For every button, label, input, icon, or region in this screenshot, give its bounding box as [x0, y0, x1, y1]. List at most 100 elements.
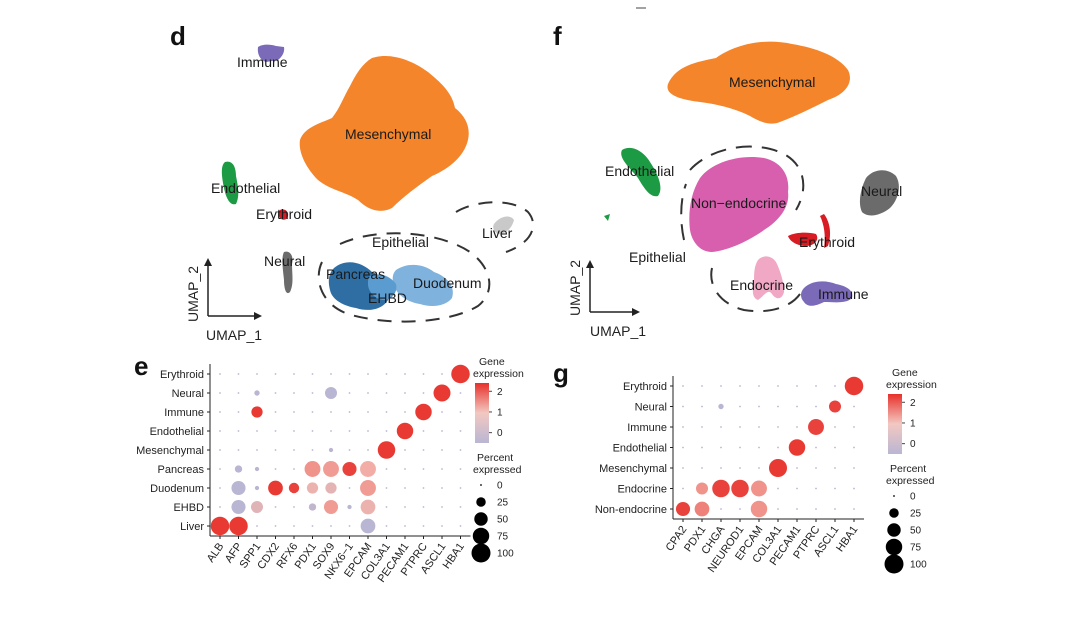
dot-mesenchymal-ptprc	[422, 449, 425, 451]
dot-endocrine-cpa2	[682, 487, 684, 490]
dot-endothelial-cdx2	[274, 430, 277, 432]
dot-mesenchymal-pdx1	[701, 467, 703, 469]
dot-pancreas-col3a1	[385, 468, 388, 470]
dot-pancreas-afp	[234, 465, 243, 473]
label-d-ehbd: EHBD	[368, 290, 407, 306]
row-label-neural: Neural	[172, 388, 204, 400]
dot-immune-ascl1	[441, 411, 443, 413]
dot-endocrine-pdx1	[695, 482, 709, 495]
dot-erythroid-spp1	[256, 373, 258, 375]
dot-endocrine-neurod1	[731, 479, 749, 498]
row-label-endocrine: Endocrine	[617, 484, 667, 496]
dot-erythroid-ascl1	[834, 385, 836, 387]
dot-liver-col3a1	[385, 525, 388, 527]
dot-immune-afp	[237, 411, 240, 413]
dot-ehbd-hba1	[459, 506, 462, 508]
dot-non-endocrine-col3a1	[777, 508, 779, 510]
dot-ehbd-pecam1	[404, 506, 406, 508]
dot-neural-pecam1	[404, 392, 406, 394]
label-d-liver: Liver	[482, 225, 513, 241]
dot-neural-epcam	[367, 392, 369, 394]
dot-immune-pdx1	[311, 411, 314, 413]
dot-pancreas-spp1	[254, 466, 260, 472]
dot-erythroid-col3a1	[777, 385, 779, 387]
label-f-erythroid: Erythroid	[799, 234, 855, 250]
umap-f-endothelial-speck	[604, 214, 610, 221]
dot-endocrine-epcam	[751, 480, 767, 497]
dot-neural-neurod1	[739, 405, 741, 408]
dot-neural-pdx1	[701, 405, 703, 408]
dot-pancreas-rfx6	[293, 468, 295, 470]
umap-f-erythroid-tail	[820, 214, 831, 248]
row-label-duodenum: Duodenum	[150, 483, 204, 495]
color-legend-bar	[888, 394, 902, 454]
dot-endocrine-col3a1	[777, 487, 779, 490]
size-legend-dot	[884, 554, 904, 574]
dot-endothelial-alb	[219, 430, 221, 432]
umap-f-endocrine-cluster	[752, 256, 784, 300]
dot-mesenchymal-pecam1	[404, 449, 406, 451]
dot-neural-alb	[219, 392, 221, 394]
dot-mesenchymal-hba1	[853, 467, 855, 469]
dot-erythroid-ascl1	[441, 373, 443, 375]
dot-pancreas-cdx2	[274, 468, 277, 470]
dot-non-endocrine-neurod1	[739, 508, 741, 510]
umap-d-endothelial-cluster	[221, 161, 239, 205]
dot-ehbd-spp1	[250, 500, 264, 514]
dotplot-g: Erythroid Neural Immune Endothelial Mesenchy…	[595, 367, 937, 575]
label-d-pancreas: Pancreas	[326, 266, 385, 282]
dot-mesenchymal-neurod1	[739, 467, 741, 469]
row-label-liver: Liver	[180, 521, 204, 533]
size-legend-dot	[889, 508, 899, 518]
label-f-epithelial: Epithelial	[629, 249, 686, 265]
dot-erythroid-afp	[237, 373, 240, 375]
dot-endothelial-cpa2	[682, 446, 684, 449]
dot-endothelial-epcam	[367, 430, 369, 432]
dot-non-endocrine-ptprc	[815, 508, 817, 510]
color-legend-bar	[475, 383, 489, 443]
dot-erythroid-pecam1	[796, 385, 798, 387]
dot-mesenchymal-chga	[720, 467, 722, 469]
size-legend-label: 75	[497, 532, 509, 543]
dot-immune-chga	[720, 426, 722, 428]
dot-immune-cpa2	[682, 426, 684, 428]
dot-erythroid-col3a1	[385, 373, 388, 375]
dot-neural-spp1	[254, 390, 260, 396]
row-label-endothelial: Endothelial	[613, 443, 667, 455]
dot-erythroid-neurod1	[739, 385, 741, 387]
dot-duodenum-cdx2	[268, 480, 283, 496]
dot-immune-pecam1	[404, 411, 406, 413]
dot-duodenum-epcam	[360, 480, 376, 496]
umap-f-ylabel: UMAP_2	[567, 260, 583, 316]
label-f-mesenchymal: Mesenchymal	[729, 74, 815, 90]
dot-pancreas-ptprc	[422, 468, 425, 470]
immune-cluster-shape	[257, 44, 285, 62]
dot-pancreas-sox9	[323, 461, 339, 477]
umap-d-erythroid-cluster	[278, 209, 289, 220]
dot-endothelial-ptprc	[815, 446, 817, 449]
dot-immune-pdx1	[701, 426, 703, 428]
dot-mesenchymal-col3a1	[768, 458, 788, 478]
umap-d-immune-cluster	[257, 44, 285, 62]
dot-pancreas-hba1	[459, 468, 462, 470]
dot-endocrine-chga	[712, 479, 730, 498]
panel-f-umap: f Mesenchymal Endothelial Non−endocrine …	[553, 7, 902, 339]
dot-liver-spp1	[256, 525, 258, 527]
umap-d-axes	[204, 258, 262, 320]
dot-duodenum-spp1	[254, 485, 260, 491]
label-d-endothelial: Endothelial	[211, 180, 280, 196]
dot-endocrine-hba1	[853, 487, 855, 490]
dot-mesenchymal-pecam1	[796, 467, 798, 469]
dot-erythroid-epcam	[758, 385, 760, 387]
color-legend-title: Gene	[892, 367, 918, 379]
label-f-endothelial: Endothelial	[605, 163, 674, 179]
dot-erythroid-epcam	[367, 373, 369, 375]
dot-mesenchymal-afp	[237, 449, 240, 451]
row-label-mesenchymal: Mesenchymal	[136, 445, 204, 457]
dot-erythroid-ptprc	[815, 385, 817, 387]
label-d-neural: Neural	[264, 253, 305, 269]
dot-endothelial-pecam1	[788, 439, 806, 456]
dot-erythroid-pdx1	[701, 385, 703, 387]
dot-neural-sox9	[324, 386, 338, 400]
